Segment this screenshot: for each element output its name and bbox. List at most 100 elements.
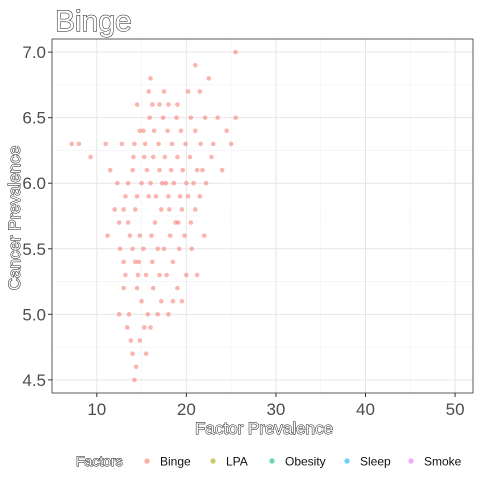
- data-point: [233, 115, 238, 120]
- data-point: [184, 272, 189, 278]
- legend-key: [144, 458, 150, 464]
- data-point: [170, 298, 176, 304]
- data-point: [141, 325, 147, 330]
- data-point: [145, 312, 151, 317]
- data-point: [150, 285, 156, 291]
- data-points: [69, 49, 238, 383]
- data-point: [197, 194, 203, 199]
- panel-border: [51, 38, 474, 394]
- data-point: [176, 220, 181, 225]
- legend-item-sleep: Sleep: [344, 455, 391, 469]
- data-point: [193, 207, 198, 212]
- data-point: [133, 364, 139, 370]
- data-point: [171, 180, 177, 186]
- data-point: [123, 272, 128, 278]
- data-point: [136, 259, 142, 265]
- data-point: [175, 154, 180, 160]
- legend-label: LPA: [226, 455, 248, 469]
- data-point: [179, 298, 185, 304]
- data-point: [160, 115, 166, 120]
- data-point: [182, 233, 187, 238]
- data-point: [121, 259, 126, 265]
- data-point: [103, 141, 109, 147]
- data-point: [147, 115, 152, 120]
- data-point: [132, 377, 137, 383]
- y-tick-label: 5.0: [22, 305, 46, 324]
- data-point: [155, 246, 160, 252]
- data-point: [158, 298, 164, 304]
- legend-key: [210, 458, 216, 464]
- data-point: [158, 207, 164, 212]
- data-point: [150, 102, 155, 107]
- data-point: [170, 259, 176, 265]
- data-point: [155, 312, 160, 317]
- data-point: [141, 154, 147, 160]
- legend-key: [269, 458, 275, 464]
- data-point: [161, 246, 167, 252]
- data-point: [128, 338, 134, 343]
- data-point: [159, 180, 165, 186]
- data-point: [134, 194, 140, 199]
- data-point: [130, 246, 135, 252]
- data-point: [141, 246, 146, 252]
- data-point: [179, 207, 185, 212]
- data-point: [198, 141, 203, 147]
- data-point: [188, 220, 194, 225]
- data-point: [165, 128, 170, 134]
- y-tick-label: 5.5: [22, 240, 46, 259]
- data-point: [185, 194, 191, 199]
- data-point: [149, 233, 154, 238]
- data-point: [76, 141, 82, 147]
- data-point: [194, 272, 200, 278]
- data-point: [148, 76, 153, 81]
- data-point: [150, 259, 155, 265]
- legend-title: Factors: [76, 453, 123, 469]
- data-point: [137, 233, 143, 238]
- data-point: [125, 220, 131, 225]
- data-point: [206, 76, 212, 81]
- data-point: [139, 298, 144, 304]
- data-point: [115, 180, 120, 186]
- x-tick-label: 30: [266, 400, 285, 419]
- data-point: [146, 89, 152, 94]
- data-point: [143, 272, 149, 278]
- data-point: [132, 141, 137, 147]
- data-point: [166, 312, 171, 317]
- legend-item-obesity: Obesity: [269, 455, 326, 469]
- data-point: [134, 285, 140, 291]
- data-point: [119, 141, 125, 147]
- data-point: [203, 180, 209, 186]
- data-point: [187, 154, 193, 160]
- data-point: [178, 128, 184, 134]
- data-point: [202, 115, 208, 120]
- data-point: [197, 89, 203, 94]
- data-point: [210, 141, 216, 147]
- data-point: [130, 351, 135, 356]
- data-point: [137, 128, 143, 134]
- data-point: [215, 115, 221, 120]
- data-point: [174, 115, 179, 120]
- data-point: [133, 259, 138, 265]
- data-point: [152, 220, 158, 225]
- data-point: [193, 128, 198, 134]
- data-point: [151, 128, 157, 134]
- data-point: [148, 180, 153, 186]
- data-point: [184, 180, 189, 186]
- data-point: [133, 207, 138, 212]
- x-tick-label: 20: [177, 400, 196, 419]
- data-point: [125, 180, 131, 186]
- data-point: [105, 233, 110, 238]
- x-tick-label: 50: [446, 400, 465, 419]
- data-point: [143, 351, 149, 356]
- data-point: [123, 194, 128, 199]
- data-point: [191, 180, 196, 186]
- y-tick-label: 4.5: [22, 371, 46, 390]
- data-point: [153, 194, 159, 199]
- data-point: [228, 141, 234, 147]
- legend: Factors Binge LPA Obesity Sleep Smoke: [76, 453, 462, 470]
- legend-item-binge: Binge: [144, 455, 191, 469]
- legend-label: Sleep: [360, 455, 391, 469]
- y-tick-label: 6.0: [22, 174, 46, 193]
- data-point: [148, 325, 153, 330]
- data-point: [167, 233, 173, 238]
